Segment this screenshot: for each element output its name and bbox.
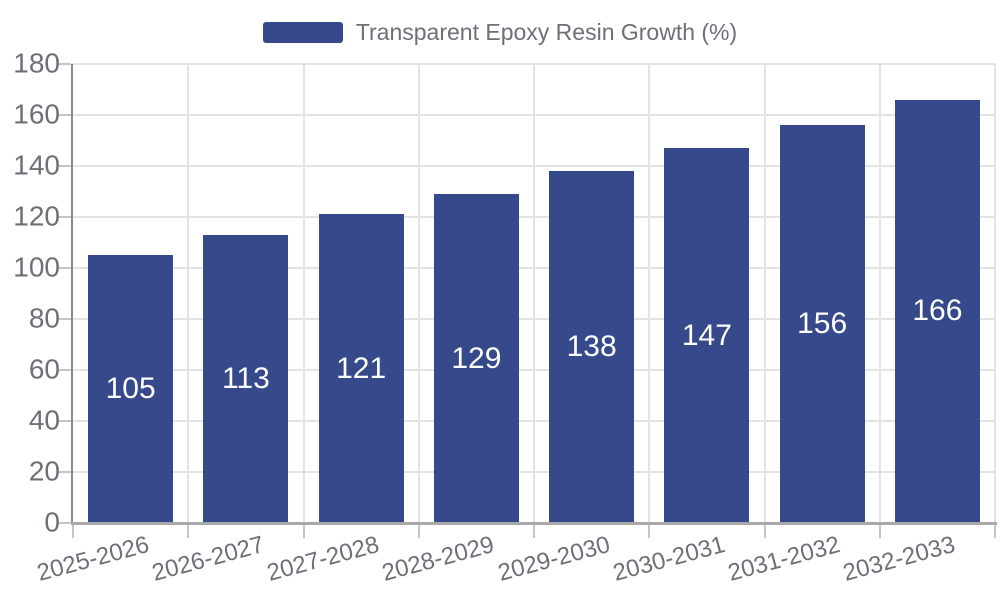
legend-swatch-icon <box>262 22 343 43</box>
y-tick-label: 40 <box>28 404 60 436</box>
bar-2025-2026[interactable]: 105 <box>88 255 174 523</box>
y-tick-label: 180 <box>13 47 60 79</box>
bar-2029-2030[interactable]: 138 <box>549 171 635 523</box>
y-tick-label: 140 <box>13 149 60 181</box>
legend-item[interactable]: Transparent Epoxy Resin Growth (%) <box>262 19 738 46</box>
x-axis-tick <box>417 525 420 538</box>
y-axis-tick <box>58 216 71 218</box>
y-axis-line <box>71 64 73 525</box>
bar-2031-2032[interactable]: 156 <box>779 125 865 523</box>
y-tick-label: 80 <box>28 302 60 334</box>
y-tick-label: 0 <box>44 506 60 538</box>
bar-2028-2029[interactable]: 129 <box>433 194 519 523</box>
y-tick-label: 60 <box>28 353 60 385</box>
y-axis-tick <box>58 369 71 371</box>
y-axis-tick <box>58 63 71 66</box>
bar-value-label: 156 <box>797 307 848 341</box>
x-axis-tick <box>302 525 305 538</box>
y-axis-tick <box>58 318 71 320</box>
y-axis-tick <box>58 165 71 167</box>
x-axis-line <box>71 522 997 525</box>
gridline-vertical <box>648 64 651 523</box>
x-axis-tick <box>533 525 535 538</box>
bar-value-label: 113 <box>221 361 270 395</box>
gridline-vertical <box>187 64 190 523</box>
bar-value-label: 121 <box>336 351 387 385</box>
gridline-vertical <box>533 64 535 523</box>
bar-value-label: 129 <box>451 341 502 375</box>
bar-value-label: 166 <box>912 294 963 328</box>
y-tick-label: 120 <box>13 200 60 232</box>
gridline-vertical <box>302 64 305 523</box>
plot-area: 0 20 40 60 80 100 120 140 160 180 105 2025-2026 113 2… <box>13 49 997 587</box>
bar-value-label: 147 <box>681 318 732 352</box>
y-tick-label: 20 <box>28 455 60 487</box>
gridline-vertical <box>763 64 766 523</box>
y-axis-tick <box>58 114 71 116</box>
y-axis-tick <box>58 522 71 524</box>
bar-value-label: 105 <box>105 372 156 406</box>
gridline-vertical <box>417 64 420 523</box>
bar-2026-2027[interactable]: 113 <box>203 234 289 523</box>
y-axis-tick <box>58 267 71 269</box>
y-axis-tick <box>58 471 71 473</box>
y-tick-label: 160 <box>13 98 60 130</box>
legend-label: Transparent Epoxy Resin Growth (%) <box>355 19 738 45</box>
bar-2032-2033[interactable]: 166 <box>894 99 980 523</box>
x-axis-tick <box>878 525 881 538</box>
y-tick-label: 100 <box>13 251 60 283</box>
gridline-vertical <box>994 64 996 523</box>
bar-2027-2028[interactable]: 121 <box>318 214 404 523</box>
x-axis-tick <box>648 525 651 538</box>
x-axis-tick <box>72 525 74 538</box>
gridline-vertical <box>878 64 881 523</box>
legend: Transparent Epoxy Resin Growth (%) <box>0 19 1000 46</box>
x-axis-tick <box>763 525 766 538</box>
y-axis-tick <box>58 420 71 422</box>
bar-value-label: 138 <box>566 330 617 364</box>
x-axis-tick <box>187 525 190 538</box>
x-axis-tick <box>994 525 996 538</box>
bar-2030-2031[interactable]: 147 <box>664 148 750 523</box>
